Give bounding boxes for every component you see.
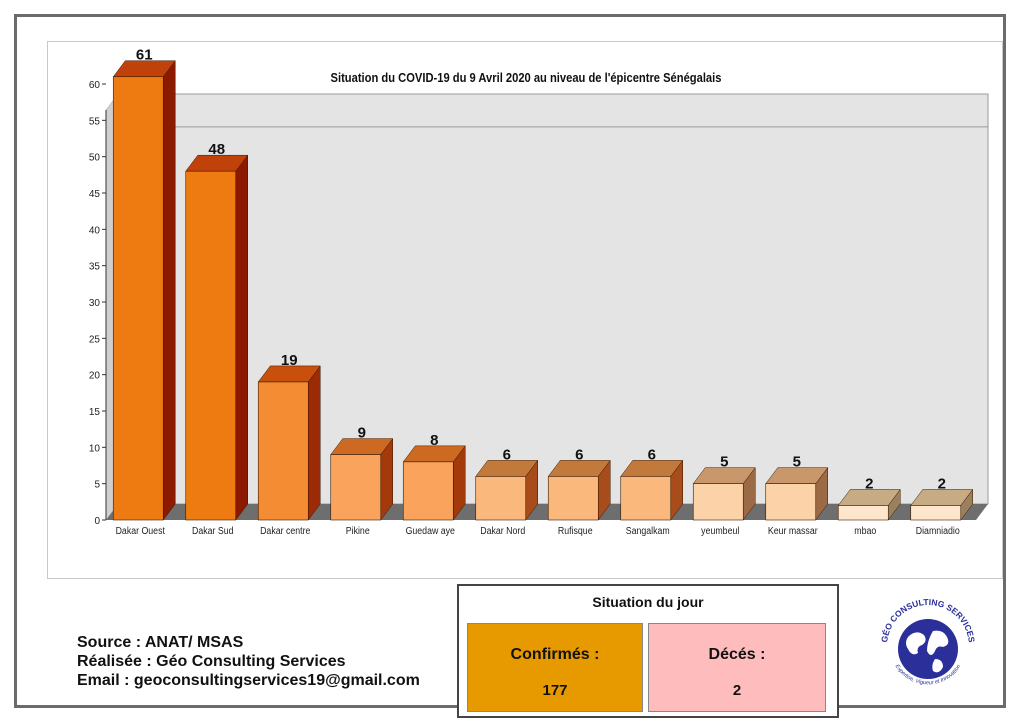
bar-front (765, 483, 817, 521)
x-tick-label: mbao (854, 524, 876, 536)
source-line: Source : ANAT/ MSAS (77, 634, 244, 651)
bar (402, 445, 466, 521)
x-tick-label: Dakar Nord (480, 524, 525, 536)
x-tick-label: yeumbeul (701, 524, 739, 536)
globe-icon: GÉO CONSULTING SERVICES Expertise, Vigue… (879, 597, 977, 686)
x-tick-label: Rufisque (558, 524, 593, 536)
bar-front (402, 461, 454, 521)
bar-front (837, 505, 889, 521)
y-tick-label: 40 (89, 225, 101, 236)
data-label: 5 (720, 454, 728, 471)
data-label: 8 (430, 432, 438, 449)
globe-continents (906, 630, 949, 673)
realisee-line: Réalisée : Géo Consulting Services (77, 653, 346, 670)
bar (910, 488, 974, 521)
chart-title: Situation du COVID-19 du 9 Avril 2020 au… (331, 70, 722, 85)
bar (692, 466, 756, 521)
bar-front (330, 454, 382, 521)
bar-front (910, 505, 962, 521)
y-tick-label: 5 (94, 480, 100, 491)
bar-front (257, 381, 309, 521)
data-label: 5 (793, 454, 801, 471)
x-tick-label: Keur massar (768, 524, 818, 536)
confirmes-label: Confirmés : (510, 646, 600, 663)
bar (837, 488, 901, 521)
data-label: 9 (358, 425, 366, 442)
plot-back-wall (117, 93, 989, 505)
bar (475, 459, 539, 521)
bar-side (163, 59, 176, 521)
y-tick-label: 50 (89, 153, 101, 164)
bar-side (235, 154, 248, 521)
data-label: 6 (575, 446, 583, 463)
bar-front (112, 76, 164, 521)
y-tick-label: 20 (89, 371, 101, 382)
data-label: 61 (136, 47, 153, 64)
situation-du-jour-panel: Situation du jour Confirmés : 177 Décés … (457, 584, 839, 718)
bar-front (475, 476, 527, 521)
confirmes-box: Confirmés : 177 (467, 623, 643, 712)
x-tick-label: Dakar Ouest (116, 524, 166, 536)
situation-title: Situation du jour (592, 594, 704, 610)
bar (765, 466, 829, 521)
chart-container: Situation du COVID-19 du 9 Avril 2020 au… (47, 41, 1003, 579)
data-label: 6 (648, 446, 656, 463)
x-tick-label: Guedaw aye (406, 524, 455, 536)
data-label: 2 (865, 475, 873, 492)
data-label: 48 (208, 141, 225, 158)
y-tick-label: 25 (89, 334, 101, 345)
bar-side (308, 365, 321, 521)
bar (257, 365, 321, 521)
bar (112, 59, 176, 521)
y-tick-label: 45 (89, 189, 101, 200)
y-tick-label: 30 (89, 298, 101, 309)
bar (620, 459, 684, 521)
bar-front (547, 476, 599, 521)
y-tick-label: 35 (89, 262, 101, 273)
bar (330, 437, 394, 521)
deces-box: Décés : 2 (648, 623, 826, 712)
page-frame: Situation du COVID-19 du 9 Avril 2020 au… (14, 14, 1006, 718)
bar-front (185, 170, 237, 521)
bar (185, 154, 249, 521)
deces-value: 2 (732, 682, 742, 699)
bar-front (620, 476, 672, 521)
data-label: 19 (281, 352, 298, 369)
x-tick-label: Pikine (346, 524, 370, 536)
email-line: Email : geoconsultingservices19@gmail.co… (77, 672, 420, 689)
y-tick-label: 10 (89, 443, 101, 454)
x-tick-label: Dakar centre (260, 524, 310, 536)
bar-front (692, 483, 744, 521)
x-tick-label: Sangalkam (626, 524, 670, 536)
y-tick-label: 60 (89, 80, 101, 91)
x-tick-label: Diamniadio (916, 524, 960, 536)
y-tick-label: 0 (94, 516, 100, 527)
bar-chart: Situation du COVID-19 du 9 Avril 2020 au… (89, 47, 989, 536)
source-info: Source : ANAT/ MSAS Réalisée : Géo Consu… (77, 633, 420, 690)
confirmes-value: 177 (542, 682, 568, 699)
data-label: 6 (503, 446, 511, 463)
deces-label: Décés : (708, 646, 766, 663)
bar (547, 459, 611, 521)
data-label: 2 (938, 475, 946, 492)
y-tick-label: 55 (89, 116, 101, 127)
y-tick-label: 15 (89, 407, 101, 418)
x-tick-label: Dakar Sud (192, 524, 234, 536)
